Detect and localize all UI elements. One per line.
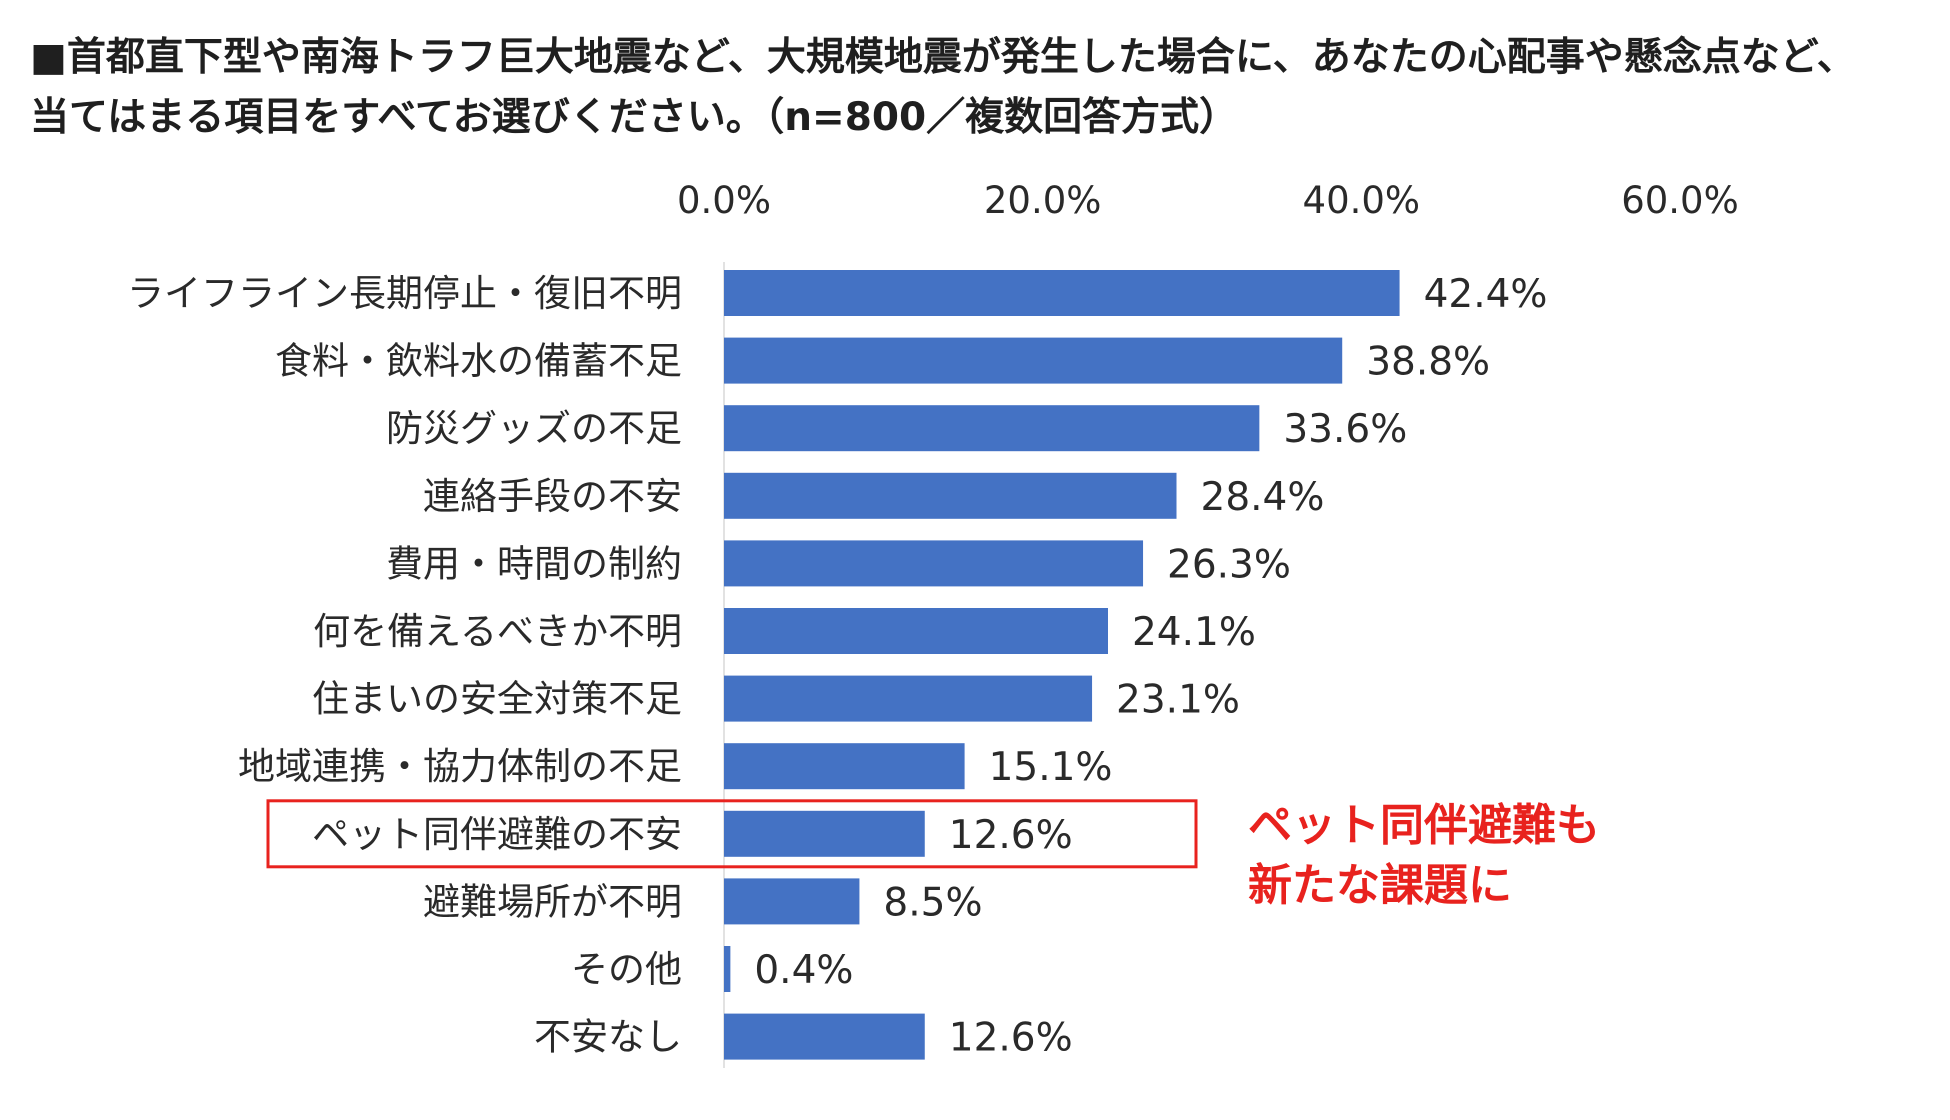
value-label: 0.4%	[754, 948, 853, 993]
category-label: 連絡手段の不安	[423, 475, 682, 518]
bar	[724, 675, 1093, 722]
chart-title-line-1: ■首都直下型や南海トラフ巨大地震など、大規模地震が発生した場合に、あなたの心配事…	[30, 35, 1856, 80]
value-label: 33.6%	[1283, 407, 1407, 452]
value-label: 28.4%	[1201, 475, 1325, 520]
chart-title: ■首都直下型や南海トラフ巨大地震など、大規模地震が発生した場合に、あなたの心配事…	[30, 28, 1930, 148]
bar	[724, 1013, 925, 1060]
x-tick-label: 0.0%	[677, 179, 771, 222]
value-label: 26.3%	[1167, 542, 1291, 587]
category-label: ライフライン長期停止・復旧不明	[127, 272, 682, 315]
category-label: 避難場所が不明	[423, 880, 682, 923]
value-label: 12.6%	[949, 1016, 1073, 1061]
bar	[724, 472, 1177, 519]
bar	[724, 946, 731, 992]
category-label: ペット同伴避難の不安	[312, 813, 682, 856]
bar	[724, 810, 925, 857]
value-label: 38.8%	[1366, 340, 1490, 385]
highlight-annotation-line-2: 新たな課題に	[1248, 860, 1512, 911]
chart-title-line-2: 当てはまる項目をすべてお選びください。（n=800／複数回答方式）	[30, 95, 1239, 140]
category-label: 地域連携・協力体制の不足	[238, 745, 682, 788]
bar	[724, 608, 1108, 654]
x-tick-label: 60.0%	[1621, 179, 1739, 222]
value-label: 23.1%	[1116, 678, 1240, 723]
category-label: その他	[571, 948, 682, 991]
bar	[724, 270, 1400, 316]
category-label: 不安なし	[534, 1016, 682, 1059]
bar	[724, 743, 965, 790]
bar	[724, 540, 1144, 587]
x-tick-label: 40.0%	[1303, 179, 1421, 222]
value-label: 15.1%	[989, 745, 1113, 790]
category-label: 住まいの安全対策不足	[312, 678, 682, 721]
category-label: 食料・飲料水の備蓄不足	[275, 340, 682, 383]
highlight-box	[266, 799, 1198, 869]
value-label: 12.6%	[949, 813, 1073, 858]
value-label: 8.5%	[883, 880, 982, 925]
category-label: 防災グッズの不足	[386, 407, 682, 450]
category-label: 費用・時間の制約	[386, 542, 682, 585]
highlight-annotation-line-1: ペット同伴避難も	[1248, 800, 1600, 851]
category-label: 何を備えるべきか不明	[313, 610, 682, 653]
value-label: 24.1%	[1132, 610, 1256, 655]
x-tick-label: 20.0%	[984, 179, 1102, 222]
highlight-annotation: ペット同伴避難も 新たな課題に	[1248, 796, 1600, 916]
value-label: 42.4%	[1424, 272, 1548, 317]
bar	[724, 878, 860, 925]
bar	[724, 337, 1343, 384]
bar	[724, 405, 1260, 452]
